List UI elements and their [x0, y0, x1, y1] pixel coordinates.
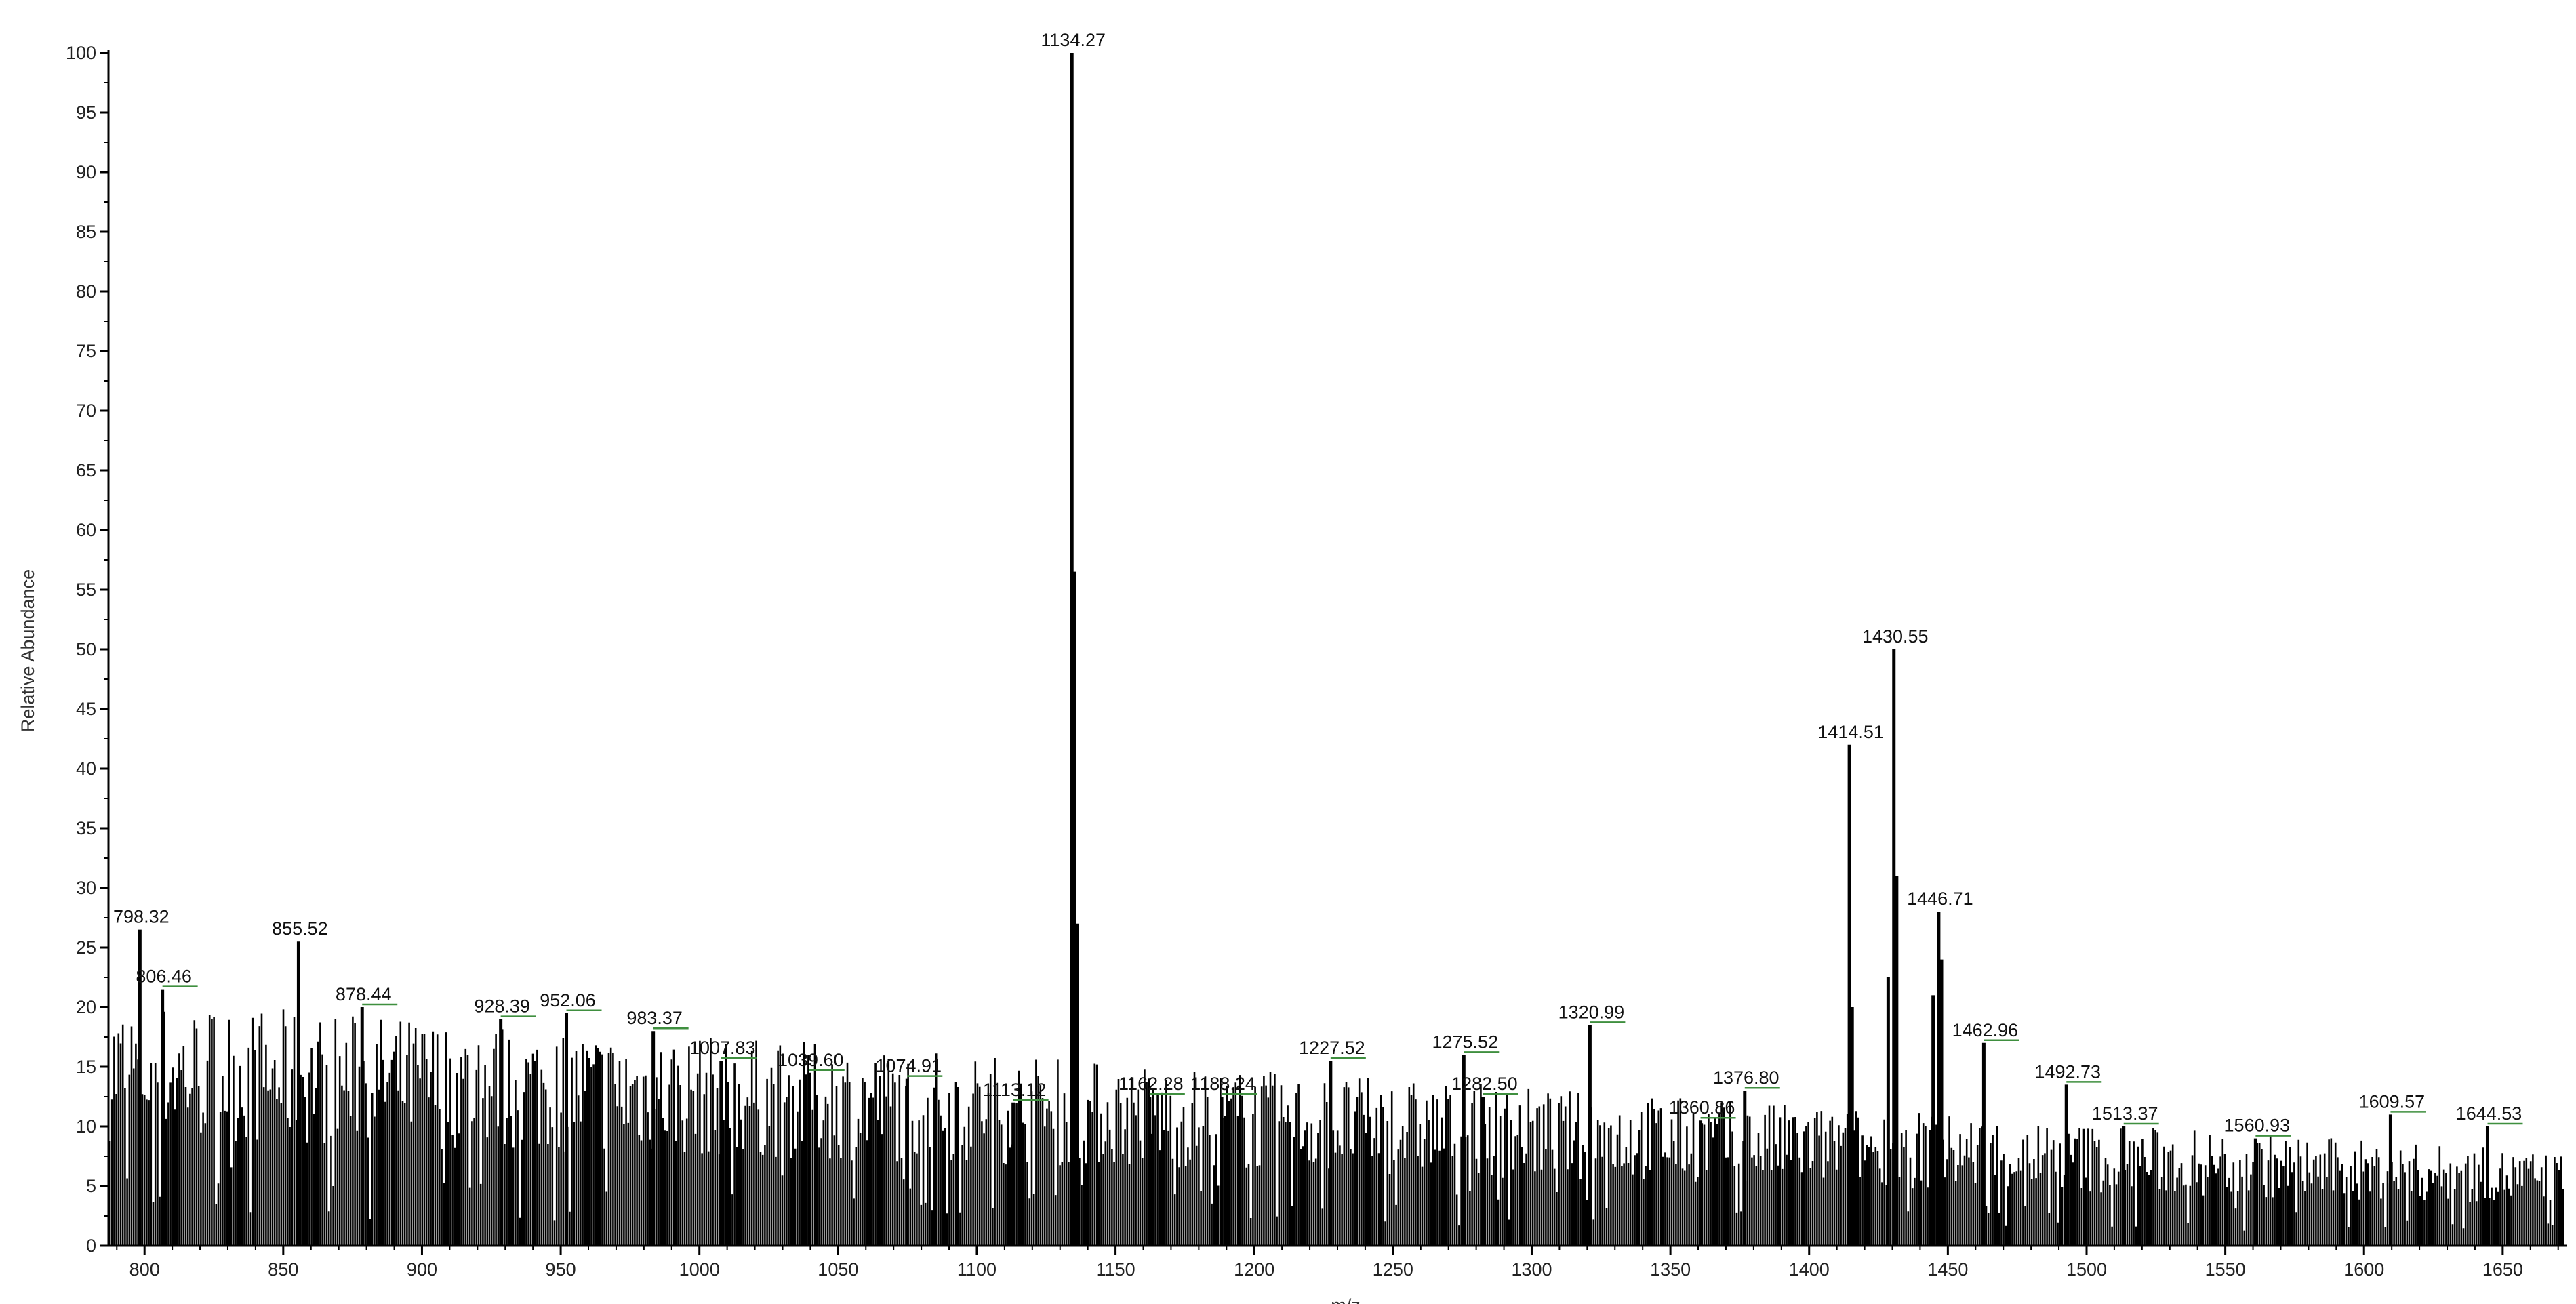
- y-tick-label: 45: [76, 699, 96, 719]
- y-tick-label: 80: [76, 281, 96, 302]
- x-tick-label: 1200: [1234, 1259, 1274, 1280]
- peak-label: 1644.53: [2456, 1103, 2522, 1124]
- y-tick-label: 85: [76, 222, 96, 242]
- peak-label: 1282.50: [1451, 1074, 1518, 1094]
- axes: 0 5 10 15 20 25 30 35 40 45 50 55 60 65 70 75 80 85 90 95 10…: [66, 43, 2567, 1280]
- peak-label: 855.52: [272, 918, 328, 939]
- peak-label: 1227.52: [1299, 1038, 1365, 1058]
- peak-label: 952.06: [540, 990, 596, 1011]
- peak-label: 1414.51: [1817, 722, 1884, 742]
- peak-label: 1275.52: [1432, 1032, 1498, 1052]
- peak-label: 806.46: [136, 966, 192, 987]
- x-tick-label: 950: [546, 1259, 576, 1280]
- x-tick-label: 1100: [957, 1259, 997, 1280]
- peak-label: 1462.96: [1952, 1020, 2019, 1040]
- x-tick-label: 1000: [679, 1259, 720, 1280]
- peak-label: 1320.99: [1558, 1002, 1625, 1022]
- x-tick-label: 1250: [1373, 1259, 1413, 1280]
- y-tick-label: 5: [86, 1176, 96, 1196]
- peak-label: 1609.57: [2359, 1091, 2426, 1112]
- peak-label: 878.44: [336, 984, 392, 1004]
- peak-label: 983.37: [626, 1008, 683, 1028]
- peak-label: 1560.93: [2224, 1116, 2291, 1136]
- peak-label: 1360.86: [1669, 1097, 1735, 1118]
- peak-label: 1074.91: [875, 1056, 942, 1076]
- x-tick-label: 1400: [1789, 1259, 1830, 1280]
- y-tick-label: 0: [86, 1236, 96, 1256]
- x-tick-label: 1350: [1650, 1259, 1691, 1280]
- x-tick-label: 1050: [818, 1259, 858, 1280]
- y-tick-label: 100: [66, 43, 96, 63]
- peak-label: 928.39: [474, 996, 530, 1017]
- y-tick-label: 75: [76, 341, 96, 361]
- peak-labels: 798.32 806.46 855.52 878.44 928.39 952.06 983.…: [113, 30, 2522, 1136]
- peak-label: 1492.73: [2034, 1061, 2101, 1082]
- peak-label: 1513.37: [2092, 1103, 2158, 1124]
- y-tick-label: 55: [76, 579, 96, 600]
- peak-label: 1376.80: [1713, 1067, 1779, 1088]
- y-tick-label: 15: [76, 1057, 96, 1077]
- y-tick-label: 25: [76, 937, 96, 958]
- y-tick-label: 20: [76, 997, 96, 1017]
- y-tick-label: 70: [76, 401, 96, 421]
- peak-label: 1113.12: [983, 1080, 1047, 1100]
- y-tick-label: 35: [76, 818, 96, 838]
- x-tick-label: 1600: [2343, 1259, 2384, 1280]
- peak-label: 1188.24: [1190, 1074, 1255, 1094]
- y-tick-label: 90: [76, 162, 96, 182]
- y-axis-title: Relative Abundance: [18, 569, 38, 732]
- peak-label: 1446.71: [1907, 889, 1973, 909]
- peak-label: 1039.60: [778, 1050, 844, 1070]
- x-axis-title: m/z: [1331, 1295, 1361, 1304]
- y-tick-label: 65: [76, 460, 96, 481]
- x-tick-label: 1500: [2066, 1259, 2107, 1280]
- peak-label: 1430.55: [1862, 626, 1929, 647]
- peak-label: 1162.28: [1119, 1074, 1184, 1094]
- y-tick-label: 95: [76, 102, 96, 123]
- x-tick-label: 800: [129, 1259, 160, 1280]
- y-tick-label: 50: [76, 639, 96, 659]
- y-tick-label: 30: [76, 878, 96, 898]
- x-tick-label: 1300: [1511, 1259, 1552, 1280]
- peak-label-leaders: [162, 985, 2523, 1137]
- x-tick-label: 900: [407, 1259, 437, 1280]
- y-tick-label: 60: [76, 520, 96, 540]
- x-tick-label: 850: [268, 1259, 298, 1280]
- x-tick-label: 1650: [2482, 1259, 2523, 1280]
- peak-label: 1007.83: [689, 1038, 756, 1058]
- peak-label: 1134.27: [1041, 30, 1106, 50]
- peak-label: 798.32: [113, 907, 169, 927]
- y-tick-label: 40: [76, 758, 96, 779]
- y-tick-label: 10: [76, 1116, 96, 1137]
- x-tick-label: 1450: [1927, 1259, 1968, 1280]
- x-tick-label: 1550: [2205, 1259, 2246, 1280]
- peak-bars: [138, 53, 2489, 1246]
- x-tick-label: 1150: [1096, 1259, 1135, 1280]
